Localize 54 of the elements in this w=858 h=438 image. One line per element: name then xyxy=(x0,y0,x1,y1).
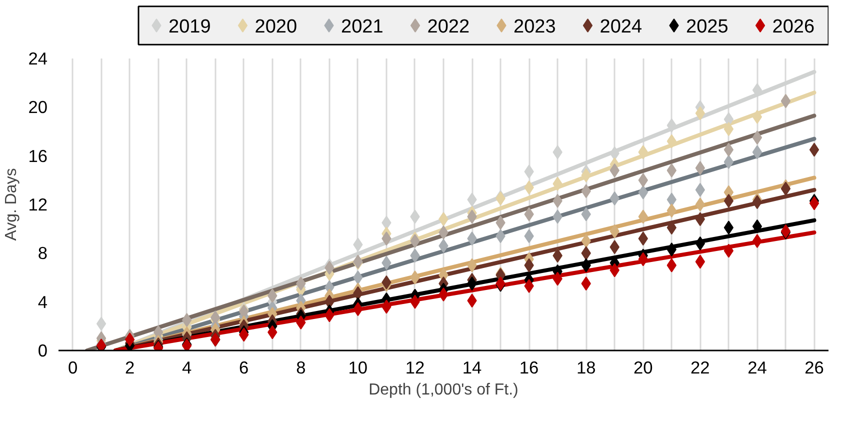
x-tick-label: 4 xyxy=(182,358,192,378)
x-tick-label: 12 xyxy=(405,358,425,378)
y-tick-label: 8 xyxy=(38,243,48,264)
x-tick-label: 20 xyxy=(633,358,653,378)
point xyxy=(695,161,705,175)
point xyxy=(96,316,106,331)
point xyxy=(724,142,734,157)
point xyxy=(410,270,420,284)
point xyxy=(724,244,734,258)
legend-label: 2019 xyxy=(168,16,211,38)
point xyxy=(695,198,705,212)
point xyxy=(752,130,762,145)
point xyxy=(353,270,363,284)
point xyxy=(752,110,762,124)
legend-label: 2020 xyxy=(254,16,298,38)
y-tick-label: 20 xyxy=(28,97,48,118)
x-tick-label: 14 xyxy=(462,358,482,378)
y-axis-title: Avg. Days xyxy=(3,168,20,241)
x-tick-label: 16 xyxy=(519,358,539,378)
x-tick-label: 26 xyxy=(804,358,824,378)
x-axis-title: Depth (1,000's of Ft.) xyxy=(368,382,518,398)
point xyxy=(780,182,791,196)
point xyxy=(724,194,734,208)
y-tick-label: 12 xyxy=(28,194,48,214)
x-tick-label: 2 xyxy=(124,358,135,378)
y-tick-label: 24 xyxy=(28,48,48,68)
point xyxy=(752,195,762,210)
point xyxy=(809,196,820,210)
y-tick-label: 0 xyxy=(38,340,48,360)
legend-label: 2026 xyxy=(772,16,815,38)
x-tick-label: 24 xyxy=(748,358,768,378)
x-tick-label: 18 xyxy=(576,358,596,378)
x-tick-label: 22 xyxy=(690,358,710,378)
legend-label: 2021 xyxy=(341,16,384,38)
x-tick-label: 10 xyxy=(348,358,368,378)
point xyxy=(752,219,762,234)
point xyxy=(752,234,762,248)
point xyxy=(581,234,591,248)
point xyxy=(724,220,734,235)
x-tick-label: 0 xyxy=(68,358,78,378)
point xyxy=(724,154,734,169)
legend-label: 2025 xyxy=(686,16,728,38)
x-tick-label: 6 xyxy=(239,358,249,378)
point xyxy=(809,142,820,157)
legend-label: 2024 xyxy=(600,16,642,38)
y-tick-label: 16 xyxy=(28,146,48,166)
point xyxy=(752,145,762,160)
point xyxy=(124,332,135,347)
legend-label: 2023 xyxy=(514,16,556,38)
point xyxy=(724,122,734,136)
y-tick-label: 4 xyxy=(38,292,48,312)
legend-label: 2022 xyxy=(427,16,470,38)
x-tick-label: 8 xyxy=(296,358,306,378)
point xyxy=(410,234,420,248)
